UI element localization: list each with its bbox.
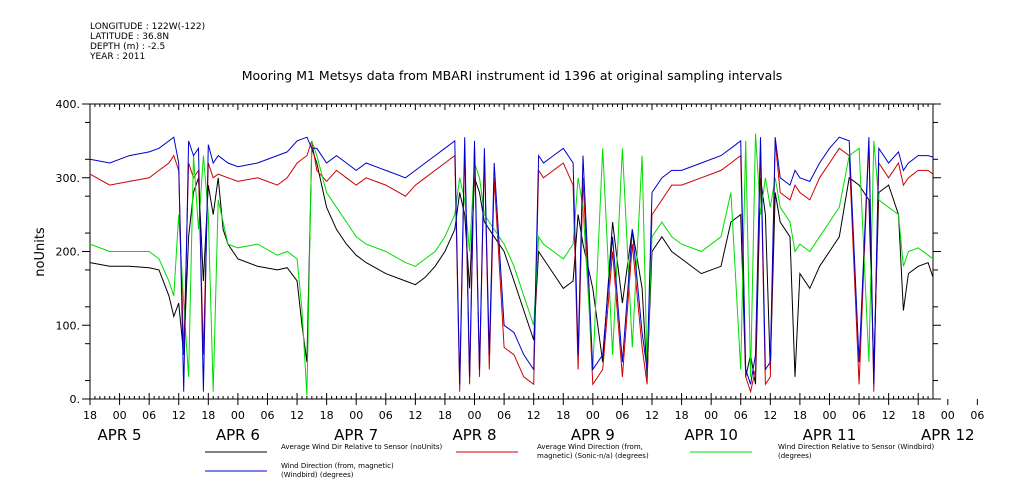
- legend-label-4: Wind Direction (from, magnetic) (Windbird…: [281, 462, 394, 479]
- y-axis: 0. 100. 200. 300. 400.: [56, 98, 941, 406]
- y-axis-label: noUnits: [33, 227, 48, 277]
- x-tick-label: 00: [113, 409, 127, 422]
- x-tick-label: 18: [438, 409, 452, 422]
- x-tick-label: 12: [882, 409, 896, 422]
- x-tick-label: 06: [142, 409, 156, 422]
- legend-label-1: Average Wind Dir Relative to Sensor (noU…: [281, 443, 442, 451]
- x-tick-label: 06: [615, 409, 629, 422]
- x-tick-label: 06: [970, 409, 984, 422]
- x-tick-label: 18: [83, 409, 97, 422]
- depth-text: DEPTH (m) : -2.5: [90, 42, 166, 52]
- x-tick-label: 06: [497, 409, 511, 422]
- x-tick-label: 00: [704, 409, 718, 422]
- x-tick-label: 12: [645, 409, 659, 422]
- x-tick-label: 12: [172, 409, 186, 422]
- x-tick-label: 06: [379, 409, 393, 422]
- y-tick-label: 0.: [70, 393, 81, 406]
- x-day-label: APR 6: [216, 426, 260, 444]
- legend-label-2: Average Wind Direction (from, magnetic) (…: [537, 443, 649, 460]
- x-day-label: APR 10: [684, 426, 738, 444]
- x-day-label: APR 8: [453, 426, 497, 444]
- x-day-label: APR 5: [98, 426, 142, 444]
- x-day-label: APR 7: [334, 426, 378, 444]
- chart-title: Mooring M1 Metsys data from MBARI instru…: [242, 68, 783, 83]
- x-tick-label: 18: [793, 409, 807, 422]
- x-day-label: APR 11: [803, 426, 857, 444]
- x-tick-label: 18: [201, 409, 215, 422]
- legend-label-3: Wind Direction Relative to Sensor (Windb…: [778, 443, 935, 460]
- x-day-label: APR 12: [921, 426, 975, 444]
- x-tick-label: 12: [290, 409, 304, 422]
- x-tick-label: 00: [231, 409, 245, 422]
- x-tick-label: 12: [408, 409, 422, 422]
- x-tick-label: 12: [527, 409, 541, 422]
- x-tick-label: 06: [260, 409, 274, 422]
- x-tick-label: 18: [911, 409, 925, 422]
- series-line-4: [89, 136, 934, 392]
- metadata-block: LONGITUDE : 122W(-122) LATITUDE : 36.8N …: [90, 22, 205, 62]
- x-tick-label: 06: [852, 409, 866, 422]
- x-tick-label: 18: [675, 409, 689, 422]
- x-tick-label: 00: [822, 409, 836, 422]
- x-axis: 18 00 06 12 18 00 06 12 18 00 06 12 18 00 06 12 18 00 06 12…: [83, 104, 984, 444]
- x-tick-label: 12: [763, 409, 777, 422]
- longitude-text: LONGITUDE : 122W(-122): [90, 22, 206, 32]
- series-line-3: [89, 133, 934, 396]
- series-line-1: [89, 148, 934, 385]
- x-tick-label: 18: [556, 409, 570, 422]
- y-tick-label: 300.: [56, 172, 81, 185]
- x-tick-label: 18: [320, 409, 334, 422]
- y-tick-label: 100.: [56, 319, 81, 332]
- legend: Average Wind Dir Relative to Sensor (noU…: [205, 443, 935, 479]
- x-tick-label: 00: [941, 409, 955, 422]
- year-text: YEAR : 2011: [90, 52, 146, 62]
- y-tick-label: 200.: [56, 246, 81, 259]
- x-tick-label: 00: [586, 409, 600, 422]
- y-tick-label: 400.: [56, 98, 81, 111]
- series-layer: [89, 133, 934, 396]
- latitude-text: LATITUDE : 36.8N: [90, 32, 170, 42]
- x-tick-label: 00: [349, 409, 363, 422]
- x-tick-label: 06: [734, 409, 748, 422]
- x-tick-label: 00: [468, 409, 482, 422]
- x-day-label: APR 9: [571, 426, 615, 444]
